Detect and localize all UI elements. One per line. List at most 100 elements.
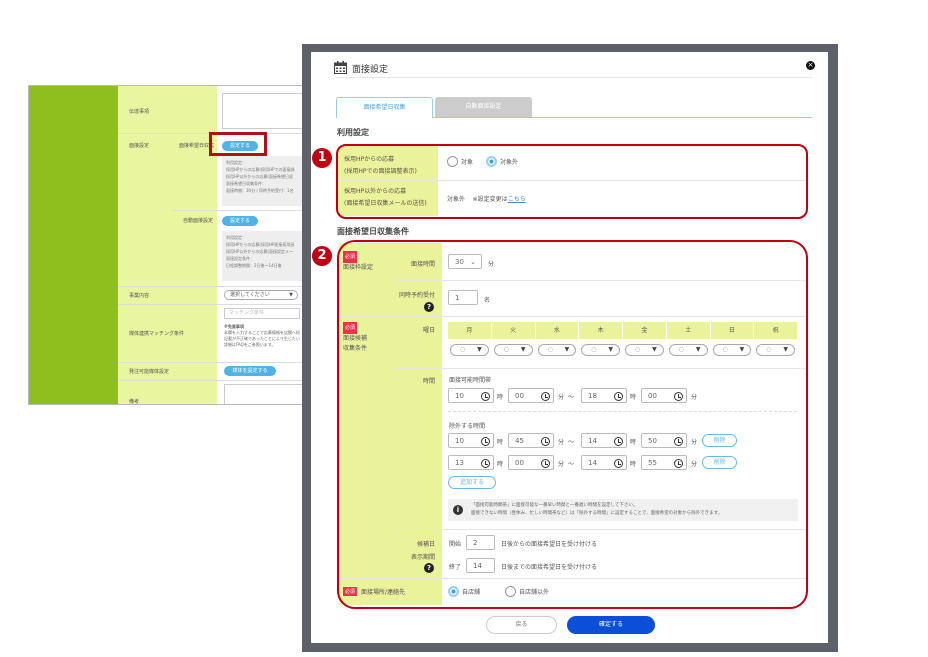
close-icon[interactable]: × [806,61,815,70]
time-input[interactable]: 00 [641,388,687,403]
label-hp-application: 採用HPからの応募 (採用HPでの面接調整表示) [344,156,417,175]
excluded-time-label: 除外する時間 [449,423,486,430]
weekday-select[interactable]: ○ ▼ [756,344,795,356]
time-unit: 分 [558,394,565,401]
tab-date-collection[interactable]: 面接希望日収集 [336,97,433,118]
weekday-select[interactable]: ○ ▼ [537,344,577,356]
time-input[interactable]: 14 [581,455,627,470]
back-button[interactable]: 戻る [486,616,557,634]
label-duration: 面接時間 [410,261,435,268]
time-input[interactable]: 10 [448,388,494,403]
calendar-icon [334,61,347,74]
time-unit: 〜 [568,439,575,446]
label-remarks: 備考 [129,399,140,405]
time-input[interactable]: 55 [641,455,687,470]
step-badge-2: 2 [312,246,332,266]
radio-target[interactable]: 対象 [447,156,473,167]
weekday-select[interactable]: ○ ▼ [450,344,489,356]
sidebar [29,86,118,404]
tab-auto-interview[interactable]: 自動面接設定 [435,97,532,117]
background-page: 伝達事項 面接設定 面接希望日収集 設定する 利用設定： 採用HPからの応募(採… [28,85,310,405]
end-suffix: 日後までの面接希望日を受け付ける [501,564,598,571]
time-unit: 分 [691,394,698,401]
settings-link[interactable]: こちら [507,196,526,203]
time-input[interactable]: 00 [508,388,554,403]
weekday-header: 土 [666,322,710,339]
time-input[interactable]: 13 [448,455,494,470]
time-unit: 時 [497,394,504,401]
label-media: 発注可能媒体設定 [129,369,170,375]
time-unit: 分 [691,461,698,468]
clock-icon [541,392,550,401]
delete-button[interactable]: 削除 [702,434,737,447]
set-media-button[interactable]: 媒体を設定する [224,366,276,376]
end-days-input[interactable]: 14 [466,558,495,573]
clock-icon [614,459,623,468]
label-column [118,86,217,404]
start-days-input[interactable]: 2 [466,535,495,550]
weekday-select[interactable]: ○ ▼ [668,344,708,356]
highlight-box [209,132,267,156]
label-weekday: 曜日 [422,327,435,334]
start-suffix: 日後からの面接希望日を受け付ける [501,541,598,548]
time-input[interactable]: 50 [641,433,687,448]
label-business: 事業内容 [129,293,150,299]
help-icon[interactable]: ? [424,302,434,312]
help-icon[interactable]: ? [424,563,434,573]
highlight-box-2 [337,240,808,609]
label-date-collection: 面接希望日収集 [179,143,215,149]
disclaimer: ※免責事項 本欄を入力することで応募情報を店舗へ紐 記載が不正確であったことによ… [224,324,300,347]
radio-other-store[interactable]: 自店舗以外 [505,586,549,597]
clock-icon [481,392,490,401]
step-badge-1: 1 [312,148,332,168]
label-matching: 媒体連携マッチング条件 [129,331,185,337]
radio-non-target[interactable]: 対象外 [486,156,518,167]
label-concurrent: 同時予約受付 [398,292,435,299]
non-hp-value: 対象外 ※設定変更はこちら [447,196,526,203]
available-time-label: 面接可能時間帯 [449,377,492,384]
weekday-select[interactable]: ○ ▼ [712,344,752,356]
weekday-select[interactable]: ○ ▼ [581,344,620,356]
radio-own-store[interactable]: 自店舗 [448,586,480,597]
notes-textarea[interactable] [222,93,309,129]
time-input[interactable]: 14 [581,433,627,448]
add-excluded-time-button[interactable]: 追加する [448,476,496,489]
time-input[interactable]: 45 [508,433,554,448]
clock-icon [541,459,550,468]
confirm-button[interactable]: 確定する [567,616,655,634]
label-non-hp-application: 採用HP以外からの応募 (面接希望日収集メールの送信) [344,188,427,207]
delete-button[interactable]: 削除 [702,456,737,469]
weekday-column: 木 ○ ▼ [579,322,623,356]
time-input[interactable]: 10 [448,433,494,448]
time-input[interactable]: 00 [508,455,554,470]
weekday-column: 金 ○ ▼ [623,322,667,356]
label-auto-interview: 自動面接設定 [183,218,214,224]
auto-interview-summary: 利用設定： 採用HPからの応募(採用HP面接採用画 採用HP以外からの応募(面接… [222,231,309,281]
clock-icon [674,437,683,446]
set-auto-interview-button[interactable]: 設定する [222,216,258,226]
weekday-header: 祝 [754,322,797,339]
time-input[interactable]: 18 [581,388,627,403]
date-collection-summary: 利用設定： 採用HPからの応募(採用HPでの面接調 採用HP以外からの応募(面接… [222,156,309,206]
info-icon: i [453,505,463,515]
weekday-select[interactable]: ○ ▼ [493,344,533,356]
duration-select[interactable]: 30 ⌄ [448,254,482,269]
time-unit: 〜 [568,394,575,401]
time-unit: 時 [497,439,504,446]
concurrent-input[interactable]: 1 [448,290,478,305]
label-display-period: 候補日 表示期間 [410,541,435,561]
business-select[interactable]: 選択してください ▼ [224,290,298,300]
clock-icon [614,392,623,401]
clock-icon [674,459,683,468]
matching-input[interactable]: マッチング条件 [224,308,300,319]
remarks-textarea[interactable] [224,384,309,404]
label-notes: 伝達事項 [129,109,150,115]
start-label: 開始 [449,541,462,548]
duration-unit: 分 [488,261,495,268]
concurrent-unit: 名 [484,297,491,304]
weekday-select[interactable]: ○ ▼ [625,344,664,356]
set-date-collection-button[interactable]: 設定する [222,141,258,151]
clock-icon [674,392,683,401]
weekday-header: 火 [491,322,535,339]
time-unit: 〜 [568,461,575,468]
